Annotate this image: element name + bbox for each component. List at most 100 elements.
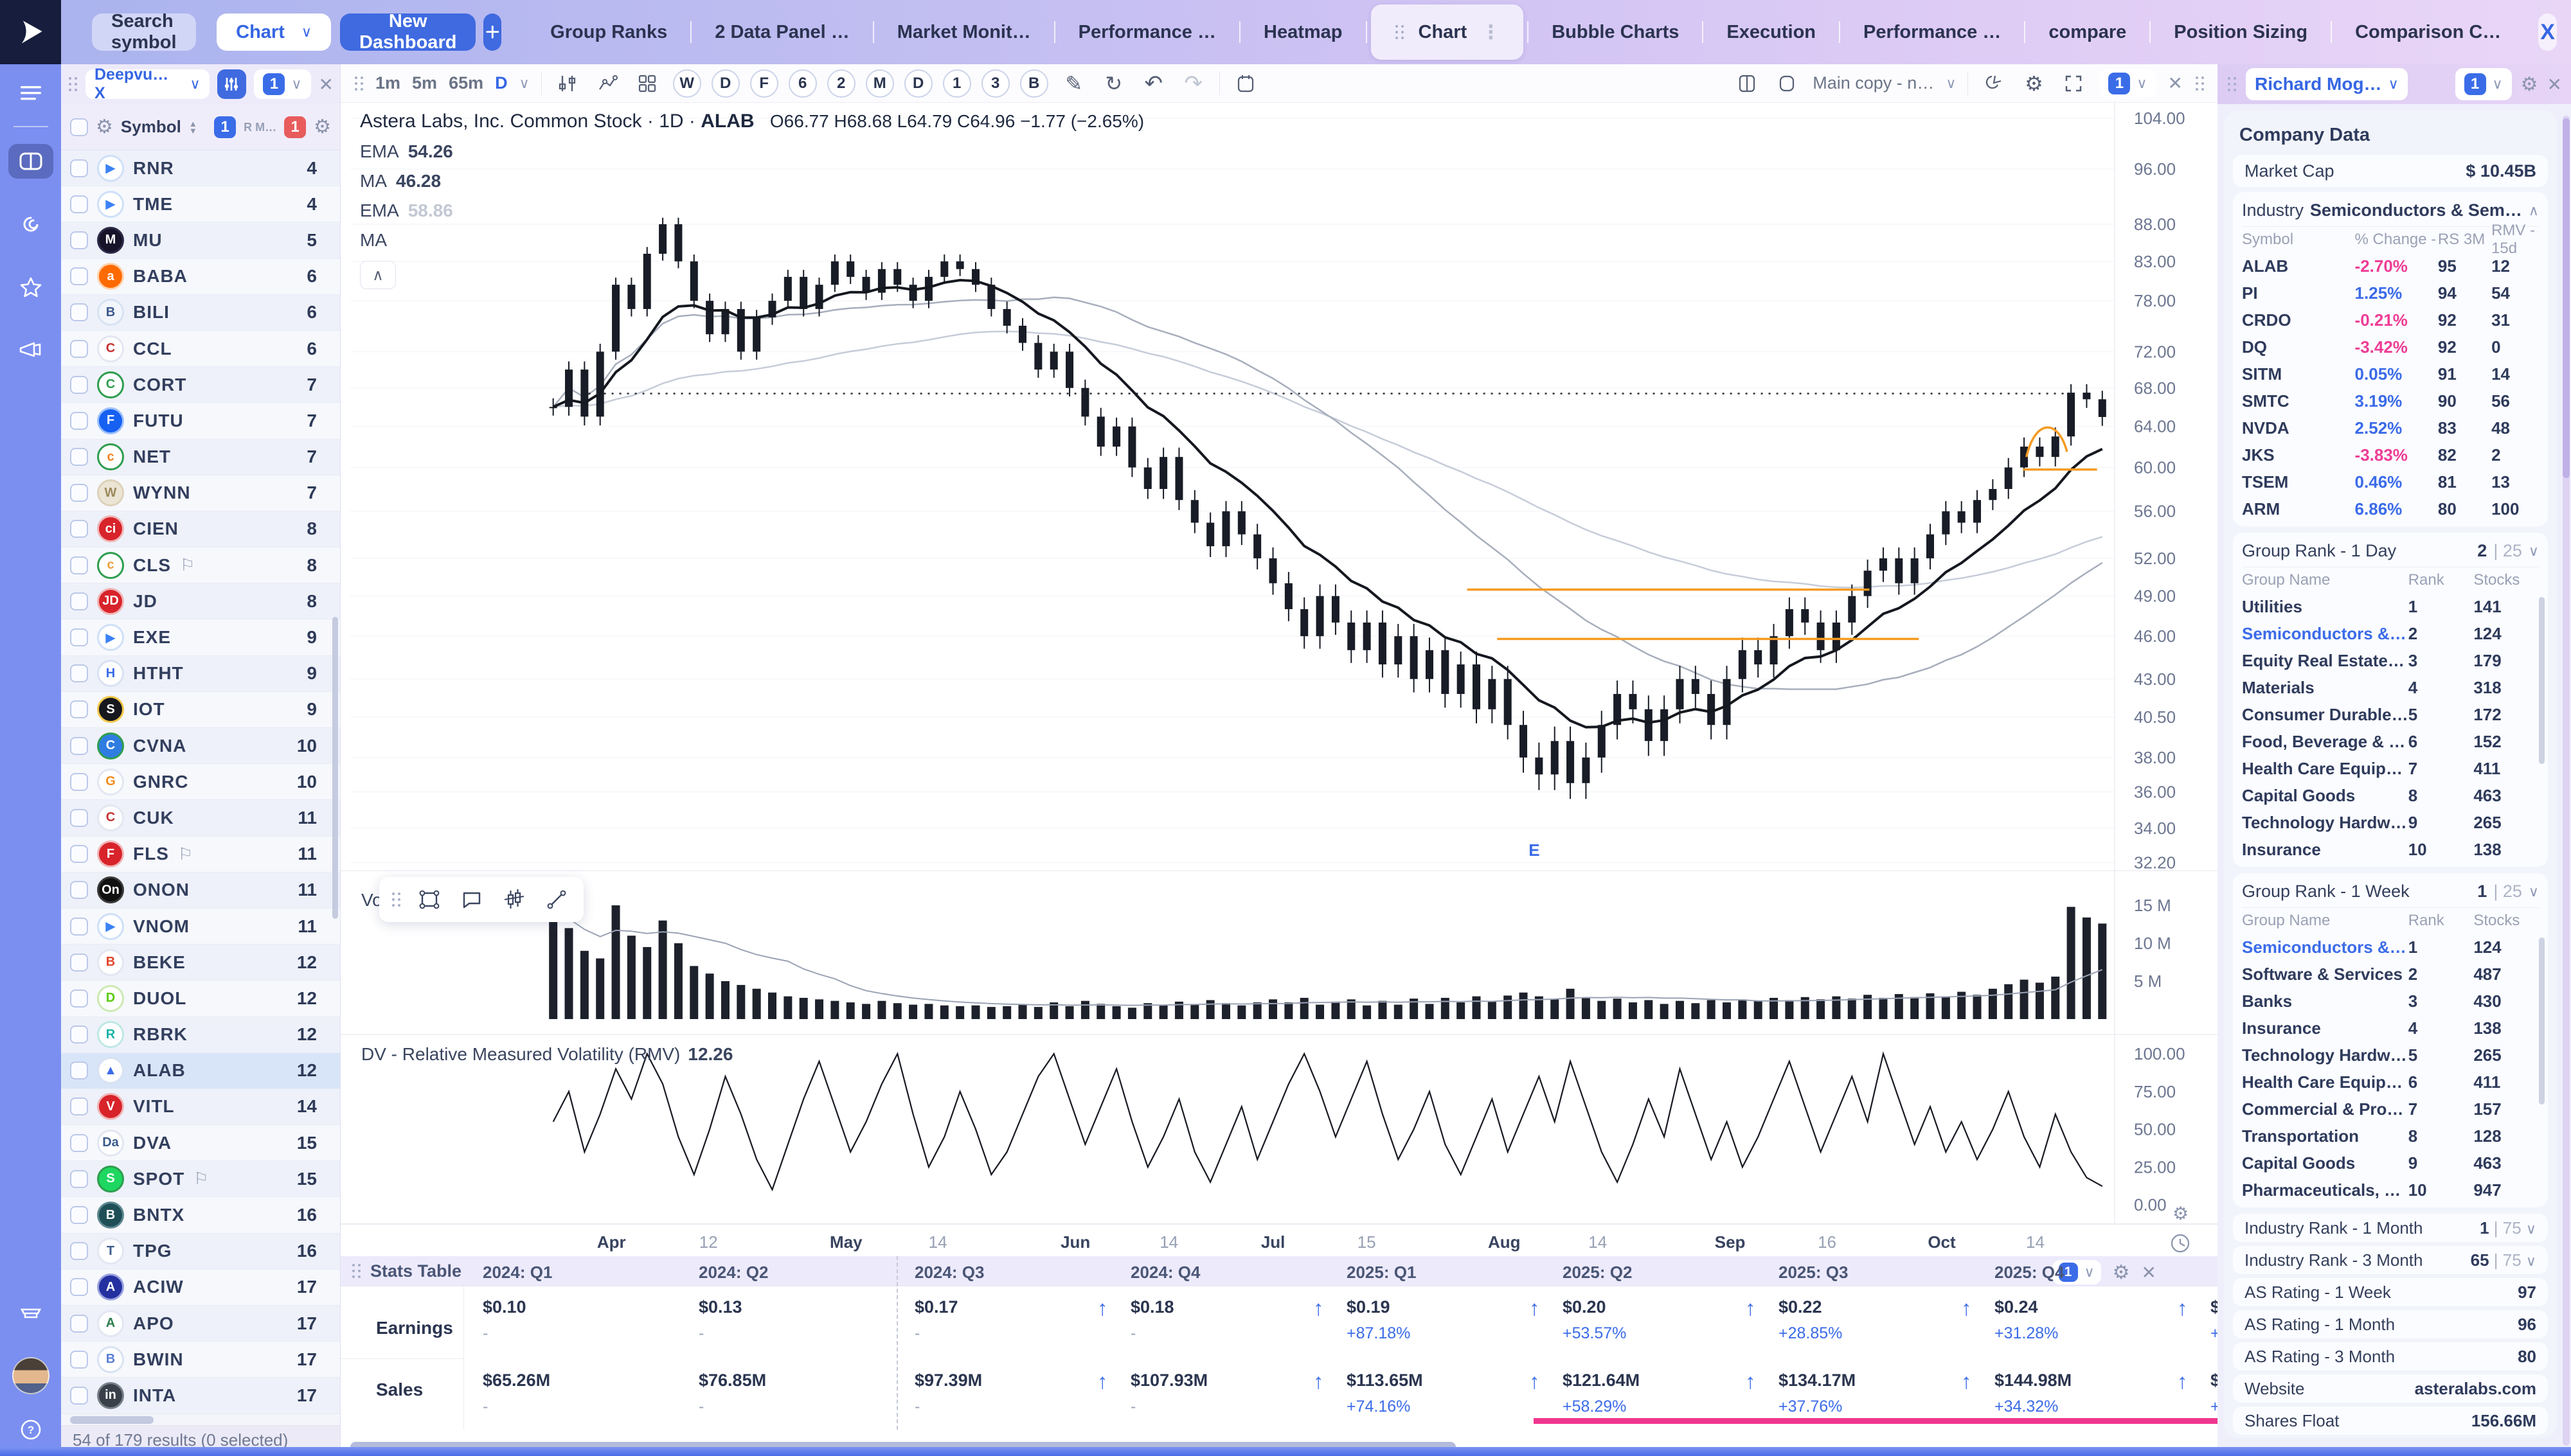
watchlist-count-dropdown[interactable]: 1 ∨ [254, 69, 311, 99]
range-button-D[interactable]: D [711, 69, 740, 98]
drag-handle-icon[interactable] [67, 76, 78, 93]
watchlist-row-CIEN[interactable]: ci CIEN 8 [61, 511, 340, 548]
peer-row-CRDO[interactable]: CRDO -0.21% 92 31 [2242, 310, 2510, 330]
watchlist-row-INTA[interactable]: in INTA 17 [61, 1378, 340, 1414]
watchlist-row-SPOT[interactable]: S SPOT ⚐ 15 [61, 1161, 340, 1198]
peers-header[interactable]: RS 3M [2437, 231, 2486, 248]
tab-market-monit-[interactable]: Market Monit… [897, 21, 1031, 42]
tab-heatmap[interactable]: Heatmap [1264, 21, 1343, 42]
user-avatar[interactable] [8, 1357, 53, 1394]
announcements-megaphone-icon[interactable] [8, 333, 53, 368]
gear-icon[interactable]: ⚙ [2520, 73, 2538, 95]
info-row-industry-rank-3-month[interactable]: Industry Rank - 3 Month 65 | 75 ∨ [2233, 1246, 2548, 1274]
watchlist-source-dropdown[interactable]: Deepvu… X ∨ [85, 66, 210, 102]
watchlist-row-CUK[interactable]: C CUK 11 [61, 800, 340, 837]
peer-row-NVDA[interactable]: NVDA 2.52% 83 48 [2242, 418, 2510, 438]
tab-2-data-panel-[interactable]: 2 Data Panel … [715, 21, 850, 42]
menu-icon[interactable] [8, 76, 53, 111]
tab-performance-[interactable]: Performance … [1863, 21, 2002, 42]
row-checkbox[interactable] [70, 339, 88, 358]
search-symbol-input[interactable]: Search symbol [92, 11, 197, 53]
close-chart-icon[interactable]: ✕ [2167, 73, 2183, 93]
symbol-column-header[interactable]: Symbol [120, 117, 181, 136]
draw-pencil-icon[interactable]: ✎ [1065, 71, 1083, 95]
gear-icon[interactable]: ⚙ [2112, 1261, 2130, 1283]
group-row[interactable]: Technology Hardwar… 9 265 [2242, 812, 2502, 832]
info-row-industry-rank-1-month[interactable]: Industry Rank - 1 Month 1 | 75 ∨ [2233, 1214, 2548, 1242]
row-checkbox[interactable] [70, 664, 88, 683]
help-icon[interactable]: ? [8, 1412, 53, 1447]
peers-header[interactable]: Symbol [2242, 231, 2294, 248]
layout-grid-icon[interactable] [633, 69, 661, 98]
watchlist-row-FUTU[interactable]: F FUTU 7 [61, 403, 340, 439]
group-row[interactable]: Food, Beverage & To… 6 152 [2242, 731, 2502, 751]
calendar-icon[interactable] [1232, 69, 1260, 98]
group-row[interactable]: Insurance 4 138 [2242, 1018, 2502, 1038]
panel-scrollbar[interactable] [2563, 116, 2570, 1446]
row-checkbox[interactable] [70, 231, 88, 249]
watchlist-row-TPG[interactable]: T TPG 16 [61, 1233, 340, 1270]
group-row[interactable]: Technology Hardwar… 5 265 [2242, 1045, 2502, 1065]
watchlist-row-BABA[interactable]: a BABA 6 [61, 258, 340, 295]
watchlist-row-MU[interactable]: M MU 5 [61, 222, 340, 259]
screener-swirl-icon[interactable] [8, 207, 53, 242]
group-row[interactable]: Materials 4 318 [2242, 677, 2502, 697]
column-badge-red[interactable]: 1 [284, 116, 307, 138]
interval-daily[interactable]: D [495, 73, 508, 93]
range-button-W[interactable]: W [672, 69, 701, 98]
indicator-legend-ma[interactable]: MA 46.28 [360, 171, 442, 191]
peer-row-ALAB[interactable]: ALAB -2.70% 95 12 [2242, 256, 2510, 276]
tab-comparison-c-[interactable]: Comparison C… [2355, 21, 2502, 42]
watchlist-row-BNTX[interactable]: B BNTX 16 [61, 1197, 340, 1234]
row-checkbox[interactable] [70, 700, 88, 719]
row-checkbox[interactable] [70, 484, 88, 502]
tab-position-sizing[interactable]: Position Sizing [2174, 21, 2308, 42]
interval-65m[interactable]: 65m [449, 73, 484, 93]
gear-icon[interactable]: ⚙ [96, 116, 113, 138]
new-dashboard-button[interactable]: New Dashboard [339, 11, 476, 53]
select-rectangle-icon[interactable] [415, 885, 443, 914]
group-row[interactable]: Capital Goods 9 463 [2242, 1153, 2502, 1173]
peer-row-TSEM[interactable]: TSEM 0.46% 81 13 [2242, 472, 2510, 492]
watchlist-row-RNR[interactable]: ▶ RNR 4 [61, 150, 340, 187]
column-label-rm[interactable]: R M… [244, 120, 277, 134]
profile-dropdown[interactable]: Richard Mog… ∨ [2246, 68, 2408, 100]
row-checkbox[interactable] [70, 881, 88, 900]
watchlist-row-CORT[interactable]: C CORT 7 [61, 367, 340, 404]
alert-icon[interactable] [1980, 69, 2008, 98]
watchlist-row-CLS[interactable]: c CLS ⚐ 8 [61, 547, 340, 584]
row-checkbox[interactable] [70, 520, 88, 538]
group-row[interactable]: Transportation 8 128 [2242, 1126, 2502, 1146]
inner-scrollbar[interactable] [2539, 937, 2545, 1105]
row-checkbox[interactable] [70, 772, 88, 791]
indicators-icon[interactable] [553, 69, 582, 98]
watchlist-row-GNRC[interactable]: G GNRC 10 [61, 764, 340, 801]
watchlist-row-ALAB[interactable]: ▲ ALAB 12 [61, 1052, 340, 1089]
row-checkbox[interactable] [70, 953, 88, 972]
add-dashboard-button[interactable]: + [483, 13, 502, 51]
dashboards-icon[interactable] [8, 144, 53, 179]
drag-handle-icon[interactable] [2194, 75, 2205, 92]
row-checkbox[interactable] [70, 917, 88, 936]
app-logo[interactable] [0, 0, 61, 64]
tab-compare[interactable]: compare [2048, 21, 2127, 42]
inner-scrollbar[interactable] [2539, 597, 2545, 764]
range-button-2[interactable]: 2 [827, 69, 856, 98]
candle-tool-icon[interactable] [500, 885, 528, 914]
row-checkbox[interactable] [70, 1278, 88, 1297]
row-checkbox[interactable] [70, 411, 88, 430]
redo-icon[interactable]: ↷ [1184, 71, 1203, 96]
tab-group-ranks[interactable]: Group Ranks [550, 21, 668, 42]
row-checkbox[interactable] [70, 195, 88, 213]
row-checkbox[interactable] [70, 1097, 88, 1116]
compare-icon[interactable] [593, 69, 622, 98]
panel-layout-icon[interactable] [1733, 69, 1761, 98]
watchlist-row-FLS[interactable]: F FLS ⚐ 11 [61, 836, 340, 873]
indicator-legend-ema[interactable]: EMA 58.86 [360, 200, 453, 220]
range-button-6[interactable]: 6 [788, 69, 817, 98]
row-checkbox[interactable] [70, 159, 88, 177]
group-row[interactable]: Software & Services 2 487 [2242, 964, 2502, 984]
peer-row-SMTC[interactable]: SMTC 3.19% 90 56 [2242, 391, 2510, 411]
watchlist-row-WYNN[interactable]: W WYNN 7 [61, 475, 340, 511]
